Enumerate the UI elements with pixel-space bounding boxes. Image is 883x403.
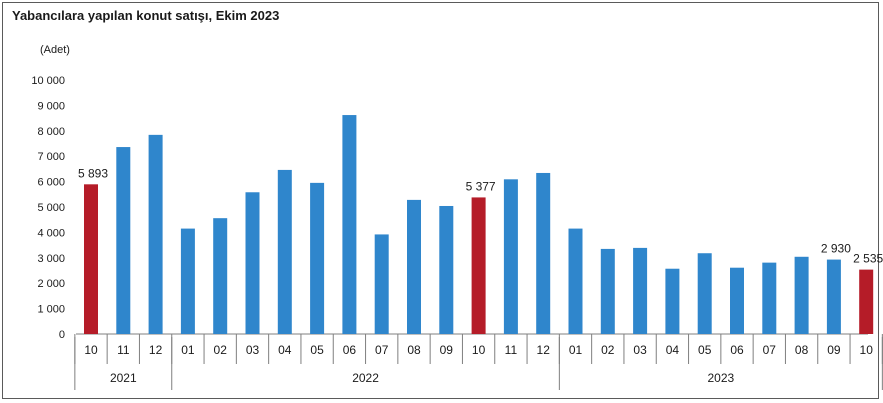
bar [794, 256, 809, 334]
bar [503, 179, 518, 334]
year-label: 2023 [707, 371, 734, 385]
bar [116, 147, 131, 334]
bar [762, 262, 777, 334]
bar [826, 259, 841, 334]
x-tick-label: 11 [117, 343, 130, 357]
x-tick-label: 04 [278, 343, 292, 357]
x-tick-label: 03 [633, 343, 647, 357]
x-tick-label: 06 [343, 343, 357, 357]
x-tick-label: 12 [537, 343, 551, 357]
data-label: 2 535 [853, 252, 883, 266]
y-tick-label: 3 000 [37, 253, 65, 265]
bar [697, 253, 712, 334]
x-tick-label: 05 [310, 343, 324, 357]
x-tick-label: 09 [827, 343, 841, 357]
data-label: 2 930 [821, 242, 851, 256]
x-tick-label: 10 [472, 343, 486, 357]
bar [213, 218, 228, 334]
x-tick-label: 10 [84, 343, 98, 357]
x-tick-label: 04 [666, 343, 680, 357]
x-tick-label: 08 [795, 343, 809, 357]
year-label: 2022 [352, 371, 379, 385]
bar [310, 182, 325, 334]
chart-title: Yabancılara yapılan konut satışı, Ekim 2… [12, 8, 280, 23]
x-tick-label: 06 [730, 343, 744, 357]
x-tick-label: 01 [181, 343, 195, 357]
data-label: 5 377 [466, 179, 496, 193]
bar [859, 269, 874, 334]
y-tick-label: 2 000 [37, 278, 65, 290]
bar [374, 234, 389, 334]
x-tick-label: 02 [601, 343, 615, 357]
x-tick-label: 05 [698, 343, 712, 357]
bar [665, 268, 680, 334]
y-tick-label: 10 000 [31, 75, 65, 87]
bar [730, 267, 744, 334]
x-tick-label: 07 [763, 343, 777, 357]
x-tick-label: 08 [407, 343, 421, 357]
bar [633, 247, 648, 334]
bar [342, 115, 357, 334]
bar [471, 197, 486, 334]
bar [407, 199, 421, 334]
y-tick-label: 7 000 [37, 151, 65, 163]
y-tick-label: 6 000 [37, 177, 65, 189]
year-label: 2021 [110, 371, 137, 385]
bar [600, 248, 615, 334]
y-tick-label: 0 [59, 329, 65, 341]
bar [277, 169, 292, 334]
unit-label: (Adet) [40, 44, 70, 56]
y-tick-label: 9 000 [37, 100, 65, 112]
x-tick-label: 02 [214, 343, 228, 357]
bar [148, 134, 163, 334]
bar [84, 184, 98, 334]
x-tick-label: 10 [860, 343, 874, 357]
x-tick-label: 12 [149, 343, 163, 357]
x-tick-label: 01 [569, 343, 583, 357]
y-tick-label: 8 000 [37, 126, 65, 138]
x-tick-label: 03 [246, 343, 260, 357]
bar [439, 205, 454, 334]
y-tick-label: 4 000 [37, 227, 65, 239]
bar [568, 228, 583, 334]
bar [536, 172, 551, 334]
x-tick-label: 09 [440, 343, 454, 357]
data-label: 5 893 [78, 166, 108, 180]
y-tick-label: 5 000 [37, 202, 65, 214]
x-tick-label: 11 [505, 343, 518, 357]
y-tick-label: 1 000 [37, 304, 65, 316]
bar [180, 228, 195, 334]
x-tick-label: 07 [375, 343, 389, 357]
bar [245, 192, 260, 334]
